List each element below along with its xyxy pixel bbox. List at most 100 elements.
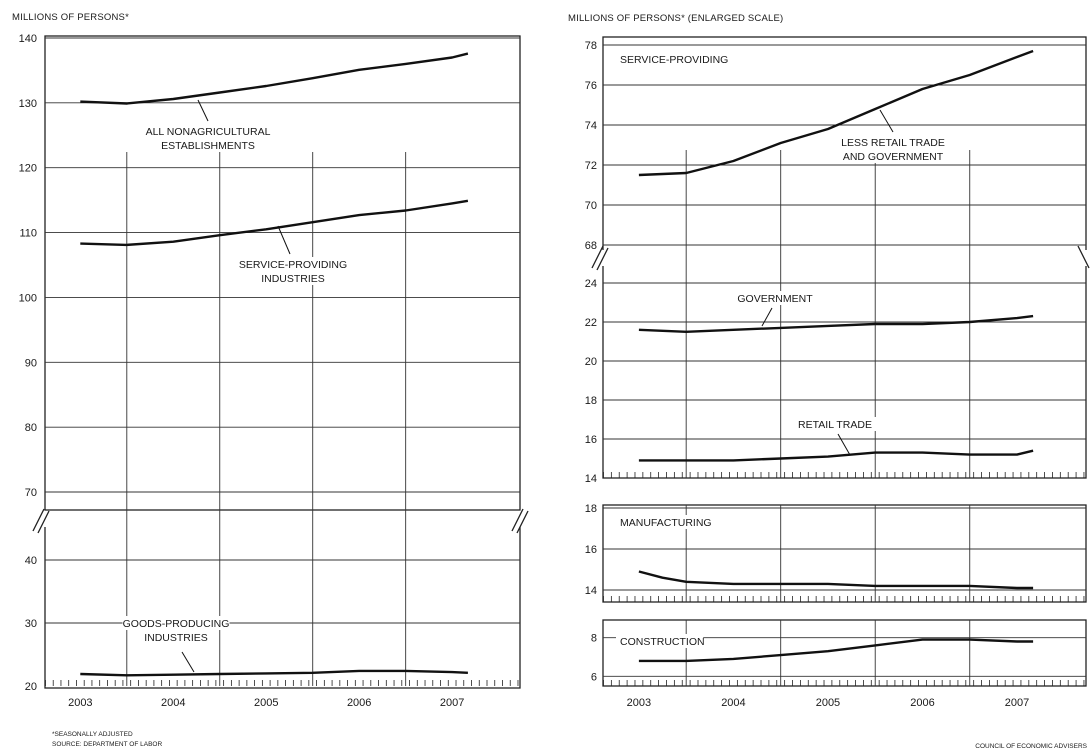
right-x-label-2006: 2006 [910,697,934,709]
anno-manufacturing-title-label: MANUFACTURING [620,517,712,529]
left-y-tick-30: 30 [25,618,37,630]
services-detail-y-tick-72: 72 [585,160,597,172]
construction-y-tick-6: 6 [591,671,597,683]
anno-manufacturing-title-bg [616,515,710,529]
series-government [638,314,1034,333]
manufacturing-y-tick-14: 14 [585,585,597,597]
right-edge-break-slash-2 [516,510,529,534]
anno-retail-trade-bg [791,417,879,431]
left-y-tick-140: 140 [19,33,37,45]
left-y-tick-20: 20 [25,681,37,693]
services-detail-y-tick-74: 74 [585,120,597,132]
chart-frames [32,35,1090,689]
left-frame-lower [44,519,521,689]
chart-axis-labels: 20 30 40 70 80 90 100 110 120 130 140 2003 2004 2005 2… [19,33,1030,709]
manufacturing-frame [602,504,1087,603]
services-detail-y-tick-76: 76 [585,80,597,92]
services-detail-y-tick-24: 24 [585,278,597,290]
chart-annotations: ALL NONAGRICULTURAL ESTABLISHMENTS SERVICE… [122,52,954,673]
services-detail-break-slash-1 [591,245,604,269]
anno-all-nonagricultural-label: ALL NONAGRICULTURAL [146,126,271,138]
left-break-gap [39,513,526,527]
left-x-label-2006: 2006 [347,697,371,709]
anno-retail-trade-label: RETAIL TRADE [798,419,872,431]
chart-series [80,49,1034,677]
left-y-tick-70: 70 [25,487,37,499]
anno-service-providing-group-bg [616,52,737,66]
anno-all-nonagricultural-bg [141,124,275,138]
services-detail-y-tick-68: 68 [585,240,597,252]
services-detail-break-slash-2 [596,247,609,271]
left-y-tick-100: 100 [19,292,37,304]
left-y-tick-110: 110 [19,228,37,240]
services-detail-y-tick-70: 70 [585,200,597,212]
left-y-tick-130: 130 [19,98,37,110]
anno-less-retail-bg [832,135,954,149]
anno-service-providing-leader [277,225,291,255]
series-goods-producing-industries [80,669,468,677]
anno-less-retail-label: AND GOVERNMENT [843,151,944,163]
anno-less-retail-bg [842,149,944,163]
anno-goods-producing-label: GOODS-PRODUCING [123,618,230,630]
left-break-slash-1 [32,508,45,532]
anno-service-providing-bg [256,271,330,285]
anno-service-providing-group-label: SERVICE-PROVIDING [620,54,728,66]
right-x-label-2007: 2007 [1005,697,1029,709]
anno-service-providing-bg [232,257,354,271]
left-y-tick-80: 80 [25,422,37,434]
services-detail-break-gap [597,250,1090,266]
manufacturing-y-tick-18: 18 [585,503,597,515]
anno-government-bg [738,291,812,305]
series-all-nonagricultural-establishments [80,52,469,105]
footnote-source: SOURCE: DEPARTMENT OF LABOR [52,741,162,748]
anno-all-nonagricultural-leader [197,99,209,122]
construction-y-tick-8: 8 [591,633,597,645]
anno-less-retail-label: LESS RETAIL TRADE [841,137,945,149]
series-retail-trade [638,449,1034,462]
chart-gridlines [45,37,1086,686]
manufacturing-y-tick-16: 16 [585,544,597,556]
anno-government-label: GOVERNMENT [737,293,813,305]
series-service-providing-industries [80,199,469,247]
services-detail-y-tick-20: 20 [585,356,597,368]
construction-frame [602,619,1087,687]
right-edge-break-slash-1 [511,508,524,532]
anno-less-retail-leader [879,109,894,133]
right-unit-label: MILLIONS OF PERSONS* (ENLARGED SCALE) [568,13,783,24]
right-x-label-2004: 2004 [721,697,745,709]
left-y-tick-40: 40 [25,555,37,567]
left-x-label-2003: 2003 [68,697,92,709]
services-detail-y-tick-14: 14 [585,473,597,485]
anno-goods-producing-label: INDUSTRIES [144,632,208,644]
left-unit-label: MILLIONS OF PERSONS* [12,12,129,23]
anno-service-providing-label: INDUSTRIES [261,273,325,285]
left-x-label-2004: 2004 [161,697,185,709]
chart-tick-marks [45,472,1085,686]
anno-service-providing-label: SERVICE-PROVIDING [239,259,347,271]
left-frame-upper [44,35,521,511]
left-x-label-2007: 2007 [440,697,464,709]
anno-construction-title-label: CONSTRUCTION [620,636,705,648]
anno-all-nonagricultural-bg [157,138,259,152]
left-break-slash-2 [37,510,50,534]
anno-retail-trade-leader [837,433,851,456]
left-y-tick-120: 120 [19,163,37,175]
services-detail-y-tick-16: 16 [585,434,597,446]
series-manufacturing [638,570,1034,590]
anno-construction-title-bg [616,634,704,648]
anno-goods-producing-leader [181,651,195,673]
anno-goods-producing-bg [139,630,213,644]
footnote-credit: COUNCIL OF ECONOMIC ADVISERS [975,743,1087,750]
series-construction [638,638,1034,663]
anno-goods-producing-bg [122,616,230,630]
services-detail-y-tick-78: 78 [585,40,597,52]
services-detail-y-tick-18: 18 [585,395,597,407]
services-detail-y-tick-22: 22 [585,317,597,329]
services-detail-break-slash-3 [1077,245,1090,269]
left-x-label-2005: 2005 [254,697,278,709]
right-x-label-2003: 2003 [627,697,651,709]
anno-government-leader [761,307,773,327]
anno-all-nonagricultural-label: ESTABLISHMENTS [161,140,255,152]
footnote-seasonal: *SEASONALLY ADJUSTED [52,731,133,738]
